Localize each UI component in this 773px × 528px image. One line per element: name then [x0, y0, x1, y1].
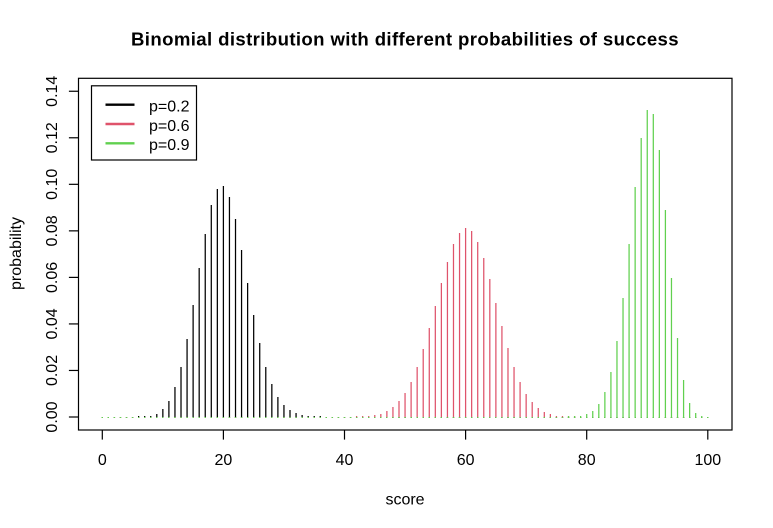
svg-text:0.00: 0.00 — [44, 401, 61, 432]
svg-text:80: 80 — [578, 452, 596, 469]
svg-text:40: 40 — [336, 452, 354, 469]
svg-text:0.02: 0.02 — [44, 355, 61, 386]
svg-text:p=0.6: p=0.6 — [149, 118, 190, 135]
svg-text:0.04: 0.04 — [44, 308, 61, 339]
svg-text:0.10: 0.10 — [44, 169, 61, 200]
svg-text:0: 0 — [98, 452, 107, 469]
svg-text:p=0.9: p=0.9 — [149, 137, 190, 154]
svg-text:100: 100 — [694, 452, 721, 469]
svg-text:p=0.2: p=0.2 — [149, 99, 190, 116]
svg-text:60: 60 — [457, 452, 475, 469]
svg-text:0.08: 0.08 — [44, 215, 61, 246]
svg-text:Binomial distribution with dif: Binomial distribution with different pro… — [131, 29, 679, 50]
svg-text:0.14: 0.14 — [44, 76, 61, 107]
svg-text:probability: probability — [8, 217, 25, 290]
svg-text:20: 20 — [215, 452, 233, 469]
svg-text:0.06: 0.06 — [44, 262, 61, 293]
svg-text:score: score — [385, 491, 424, 508]
svg-text:0.12: 0.12 — [44, 122, 61, 153]
